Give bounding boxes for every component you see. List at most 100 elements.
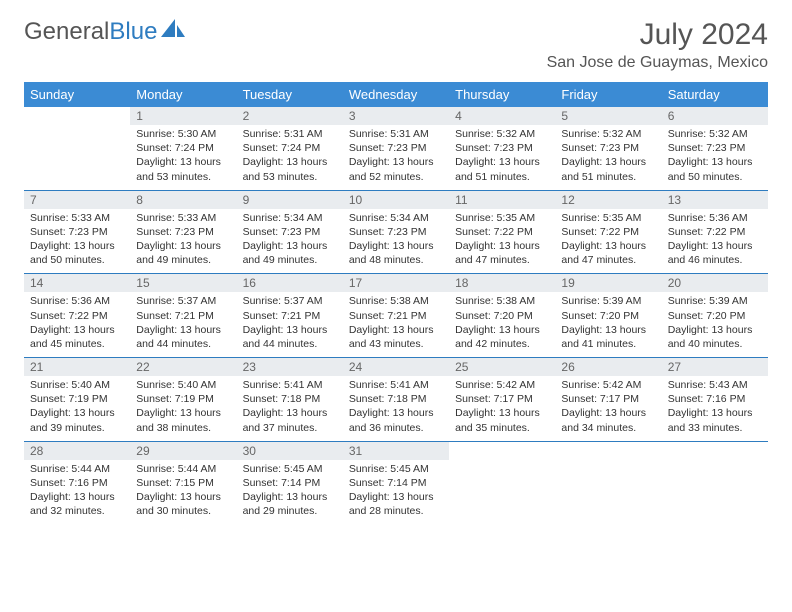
calendar-cell: 5Sunrise: 5:32 AM Sunset: 7:23 PM Daylig… <box>555 107 661 190</box>
day-number: 31 <box>343 442 449 460</box>
day-content: Sunrise: 5:40 AM Sunset: 7:19 PM Dayligh… <box>24 376 130 441</box>
day-number: 9 <box>237 191 343 209</box>
day-number: 8 <box>130 191 236 209</box>
day-number: 21 <box>24 358 130 376</box>
day-content: Sunrise: 5:41 AM Sunset: 7:18 PM Dayligh… <box>343 376 449 441</box>
day-number: 10 <box>343 191 449 209</box>
calendar-cell: 26Sunrise: 5:42 AM Sunset: 7:17 PM Dayli… <box>555 358 661 442</box>
calendar-row: 21Sunrise: 5:40 AM Sunset: 7:19 PM Dayli… <box>24 358 768 442</box>
calendar-cell: 16Sunrise: 5:37 AM Sunset: 7:21 PM Dayli… <box>237 274 343 358</box>
day-number: 24 <box>343 358 449 376</box>
day-number: 28 <box>24 442 130 460</box>
day-content: Sunrise: 5:30 AM Sunset: 7:24 PM Dayligh… <box>130 125 236 190</box>
day-number: 20 <box>662 274 768 292</box>
day-content: Sunrise: 5:42 AM Sunset: 7:17 PM Dayligh… <box>449 376 555 441</box>
day-content: Sunrise: 5:38 AM Sunset: 7:20 PM Dayligh… <box>449 292 555 357</box>
logo-sail-icon <box>161 18 187 46</box>
calendar-cell: .. <box>662 441 768 524</box>
day-content: Sunrise: 5:32 AM Sunset: 7:23 PM Dayligh… <box>555 125 661 190</box>
title-block: July 2024 San Jose de Guaymas, Mexico <box>547 18 768 72</box>
day-content: Sunrise: 5:44 AM Sunset: 7:16 PM Dayligh… <box>24 460 130 525</box>
day-content: Sunrise: 5:36 AM Sunset: 7:22 PM Dayligh… <box>662 209 768 274</box>
month-title: July 2024 <box>547 18 768 52</box>
day-content: Sunrise: 5:37 AM Sunset: 7:21 PM Dayligh… <box>237 292 343 357</box>
calendar-cell: 17Sunrise: 5:38 AM Sunset: 7:21 PM Dayli… <box>343 274 449 358</box>
day-number: 6 <box>662 107 768 125</box>
day-number: 26 <box>555 358 661 376</box>
day-number: 13 <box>662 191 768 209</box>
day-number: 11 <box>449 191 555 209</box>
day-number: 7 <box>24 191 130 209</box>
calendar-cell: 24Sunrise: 5:41 AM Sunset: 7:18 PM Dayli… <box>343 358 449 442</box>
calendar-cell: 30Sunrise: 5:45 AM Sunset: 7:14 PM Dayli… <box>237 441 343 524</box>
day-number: 22 <box>130 358 236 376</box>
calendar-row: 7Sunrise: 5:33 AM Sunset: 7:23 PM Daylig… <box>24 190 768 274</box>
day-content: Sunrise: 5:33 AM Sunset: 7:23 PM Dayligh… <box>130 209 236 274</box>
day-content: Sunrise: 5:39 AM Sunset: 7:20 PM Dayligh… <box>662 292 768 357</box>
calendar-body: ..1Sunrise: 5:30 AM Sunset: 7:24 PM Dayl… <box>24 107 768 524</box>
calendar-cell: 29Sunrise: 5:44 AM Sunset: 7:15 PM Dayli… <box>130 441 236 524</box>
weekday-header: Monday <box>130 82 236 107</box>
day-number: 30 <box>237 442 343 460</box>
calendar-cell: 13Sunrise: 5:36 AM Sunset: 7:22 PM Dayli… <box>662 190 768 274</box>
day-number: 3 <box>343 107 449 125</box>
calendar-row: 28Sunrise: 5:44 AM Sunset: 7:16 PM Dayli… <box>24 441 768 524</box>
day-number: 27 <box>662 358 768 376</box>
day-content: Sunrise: 5:35 AM Sunset: 7:22 PM Dayligh… <box>449 209 555 274</box>
calendar-cell: 15Sunrise: 5:37 AM Sunset: 7:21 PM Dayli… <box>130 274 236 358</box>
weekday-header: Thursday <box>449 82 555 107</box>
day-content: Sunrise: 5:31 AM Sunset: 7:23 PM Dayligh… <box>343 125 449 190</box>
calendar-cell: .. <box>449 441 555 524</box>
calendar-cell: 2Sunrise: 5:31 AM Sunset: 7:24 PM Daylig… <box>237 107 343 190</box>
day-number: 17 <box>343 274 449 292</box>
day-number: 5 <box>555 107 661 125</box>
calendar-cell: 23Sunrise: 5:41 AM Sunset: 7:18 PM Dayli… <box>237 358 343 442</box>
calendar-cell: 14Sunrise: 5:36 AM Sunset: 7:22 PM Dayli… <box>24 274 130 358</box>
day-number: 18 <box>449 274 555 292</box>
day-number: 2 <box>237 107 343 125</box>
day-content: Sunrise: 5:39 AM Sunset: 7:20 PM Dayligh… <box>555 292 661 357</box>
day-content: Sunrise: 5:40 AM Sunset: 7:19 PM Dayligh… <box>130 376 236 441</box>
day-content: Sunrise: 5:37 AM Sunset: 7:21 PM Dayligh… <box>130 292 236 357</box>
day-number: 29 <box>130 442 236 460</box>
weekday-header: Saturday <box>662 82 768 107</box>
day-content: Sunrise: 5:36 AM Sunset: 7:22 PM Dayligh… <box>24 292 130 357</box>
logo-text-blue: Blue <box>109 18 157 46</box>
day-content: Sunrise: 5:42 AM Sunset: 7:17 PM Dayligh… <box>555 376 661 441</box>
calendar-cell: 11Sunrise: 5:35 AM Sunset: 7:22 PM Dayli… <box>449 190 555 274</box>
weekday-header: Wednesday <box>343 82 449 107</box>
calendar-row: ..1Sunrise: 5:30 AM Sunset: 7:24 PM Dayl… <box>24 107 768 190</box>
day-content: Sunrise: 5:32 AM Sunset: 7:23 PM Dayligh… <box>449 125 555 190</box>
calendar-cell: 6Sunrise: 5:32 AM Sunset: 7:23 PM Daylig… <box>662 107 768 190</box>
weekday-header: Tuesday <box>237 82 343 107</box>
calendar-cell: 27Sunrise: 5:43 AM Sunset: 7:16 PM Dayli… <box>662 358 768 442</box>
calendar-cell: .. <box>24 107 130 190</box>
calendar-cell: 4Sunrise: 5:32 AM Sunset: 7:23 PM Daylig… <box>449 107 555 190</box>
calendar-cell: 20Sunrise: 5:39 AM Sunset: 7:20 PM Dayli… <box>662 274 768 358</box>
day-content: Sunrise: 5:45 AM Sunset: 7:14 PM Dayligh… <box>237 460 343 525</box>
day-number: 23 <box>237 358 343 376</box>
logo-text-general: General <box>24 18 109 46</box>
calendar-cell: 18Sunrise: 5:38 AM Sunset: 7:20 PM Dayli… <box>449 274 555 358</box>
day-content: Sunrise: 5:31 AM Sunset: 7:24 PM Dayligh… <box>237 125 343 190</box>
day-content: Sunrise: 5:41 AM Sunset: 7:18 PM Dayligh… <box>237 376 343 441</box>
weekday-header: Sunday <box>24 82 130 107</box>
calendar-cell: 1Sunrise: 5:30 AM Sunset: 7:24 PM Daylig… <box>130 107 236 190</box>
calendar-cell: 8Sunrise: 5:33 AM Sunset: 7:23 PM Daylig… <box>130 190 236 274</box>
day-number: 14 <box>24 274 130 292</box>
day-content: Sunrise: 5:32 AM Sunset: 7:23 PM Dayligh… <box>662 125 768 190</box>
day-number: 19 <box>555 274 661 292</box>
logo: GeneralBlue <box>24 18 187 46</box>
calendar-cell: 9Sunrise: 5:34 AM Sunset: 7:23 PM Daylig… <box>237 190 343 274</box>
calendar-cell: 10Sunrise: 5:34 AM Sunset: 7:23 PM Dayli… <box>343 190 449 274</box>
header: GeneralBlue July 2024 San Jose de Guayma… <box>24 18 768 72</box>
weekday-header-row: SundayMondayTuesdayWednesdayThursdayFrid… <box>24 82 768 107</box>
calendar-cell: 12Sunrise: 5:35 AM Sunset: 7:22 PM Dayli… <box>555 190 661 274</box>
calendar-cell: 7Sunrise: 5:33 AM Sunset: 7:23 PM Daylig… <box>24 190 130 274</box>
calendar-cell: 28Sunrise: 5:44 AM Sunset: 7:16 PM Dayli… <box>24 441 130 524</box>
day-content: Sunrise: 5:45 AM Sunset: 7:14 PM Dayligh… <box>343 460 449 525</box>
location: San Jose de Guaymas, Mexico <box>547 54 768 72</box>
calendar-cell: .. <box>555 441 661 524</box>
weekday-header: Friday <box>555 82 661 107</box>
calendar-cell: 21Sunrise: 5:40 AM Sunset: 7:19 PM Dayli… <box>24 358 130 442</box>
